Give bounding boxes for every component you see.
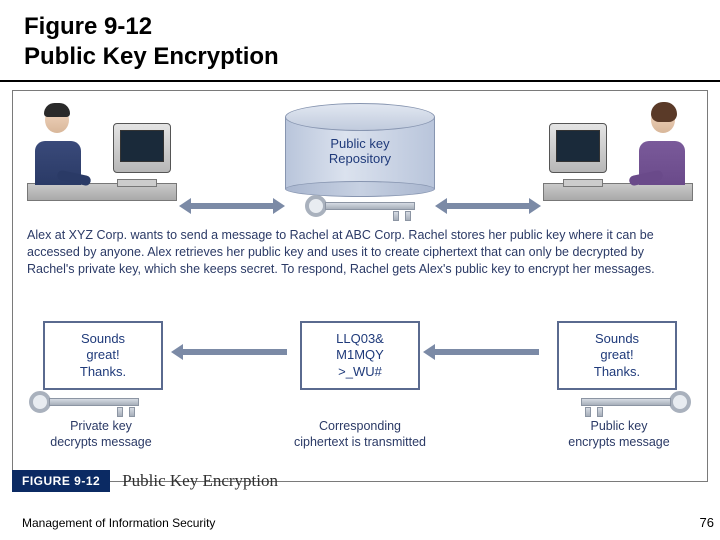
private-key-icon bbox=[29, 389, 139, 415]
arrow-rachel-repo bbox=[445, 203, 531, 209]
caption-public-key: Public key encrypts message bbox=[539, 419, 699, 450]
page-number: 76 bbox=[700, 515, 714, 530]
keyboard-left bbox=[117, 179, 157, 187]
figure-caption-text: Public Key Encryption bbox=[122, 471, 278, 491]
monitor-left bbox=[113, 123, 171, 173]
public-key-repository: Public key Repository bbox=[285, 103, 435, 197]
bottom-row: Sounds great! Thanks. LLQ03& M1MQY >_WU#… bbox=[13, 315, 707, 475]
arrow-cipher-to-plain bbox=[181, 349, 287, 355]
keyboard-right bbox=[563, 179, 603, 187]
repository-key-icon bbox=[305, 193, 415, 219]
ciphertext-box: LLQ03& M1MQY >_WU# bbox=[300, 321, 420, 390]
arrow-alex-repo bbox=[189, 203, 275, 209]
figure-badge: FIGURE 9-12 bbox=[12, 470, 110, 492]
repository-label: Public key Repository bbox=[285, 137, 435, 167]
title-line-1: Figure 9-12 bbox=[24, 12, 696, 42]
caption-private-key: Private key decrypts message bbox=[21, 419, 181, 450]
description-text: Alex at XYZ Corp. wants to send a messag… bbox=[27, 227, 693, 278]
slide-title: Figure 9-12 Public Key Encryption bbox=[0, 0, 720, 82]
plaintext-box-right: Sounds great! Thanks. bbox=[557, 321, 677, 390]
monitor-right bbox=[549, 123, 607, 173]
alex-hair bbox=[44, 103, 70, 117]
footer-text: Management of Information Security bbox=[22, 516, 215, 530]
plaintext-box-left: Sounds great! Thanks. bbox=[43, 321, 163, 390]
caption-ciphertext: Corresponding ciphertext is transmitted bbox=[280, 419, 440, 450]
figure-diagram: Public key Repository Alex at XYZ Corp. … bbox=[12, 90, 708, 482]
public-key-icon bbox=[581, 389, 691, 415]
title-line-2: Public Key Encryption bbox=[24, 42, 696, 72]
figure-label-bar: FIGURE 9-12 Public Key Encryption bbox=[12, 470, 278, 492]
rachel-hair bbox=[651, 102, 677, 122]
person-alex bbox=[27, 97, 177, 207]
arrow-plain-to-cipher bbox=[433, 349, 539, 355]
person-rachel bbox=[543, 97, 693, 207]
